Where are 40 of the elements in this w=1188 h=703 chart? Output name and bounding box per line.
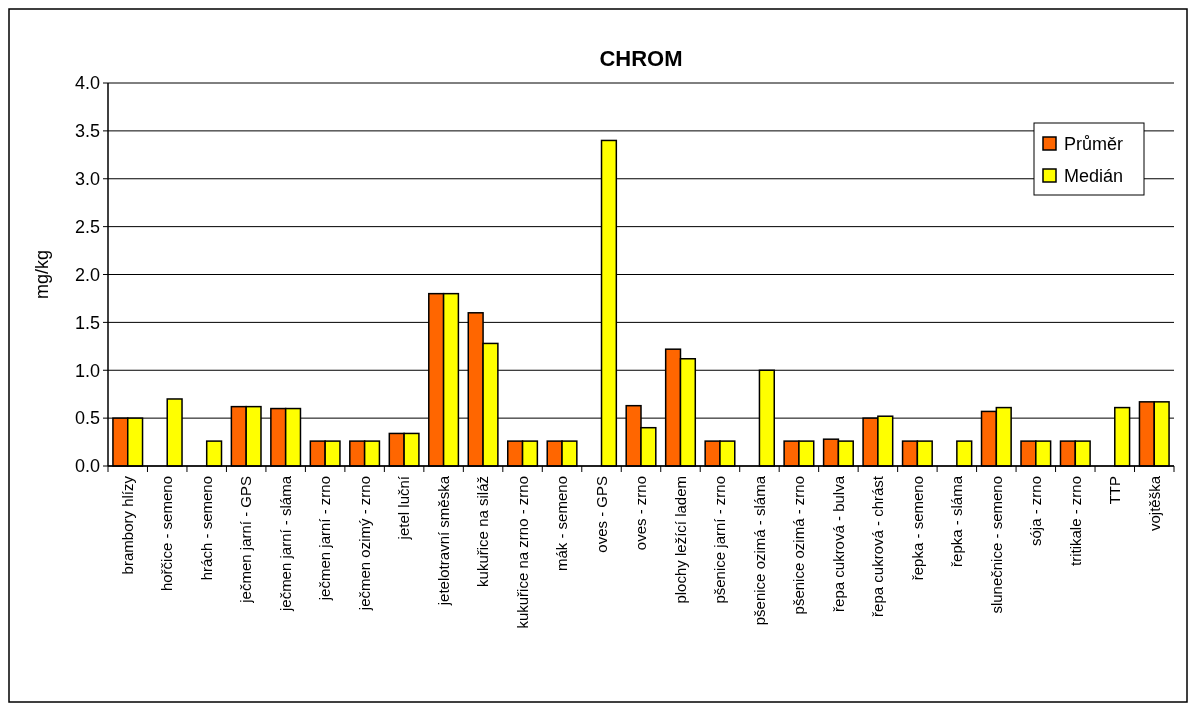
- x-tick-label: hrách - semeno: [197, 476, 215, 581]
- x-tick-label: ječmen jarní - GPS: [237, 476, 255, 604]
- x-tick-label: pšenice ozimá - zrno: [790, 476, 808, 615]
- x-tick-label: ječmen jarní - sláma: [276, 475, 294, 613]
- y-tick-label: 0.0: [74, 456, 100, 477]
- x-tick-label: vojtěška: [1145, 475, 1163, 532]
- y-axis-title: mg/kg: [32, 249, 52, 300]
- x-tick-label: plochy ležící ladem: [671, 476, 689, 604]
- y-tick-label: 0.5: [74, 408, 100, 429]
- y-tick-label: 4.0: [74, 73, 100, 94]
- x-tick-label: TTP: [1106, 476, 1124, 505]
- x-tick-label: jetel luční: [395, 475, 413, 541]
- y-tick-label: 3.5: [74, 121, 100, 142]
- x-tick-label: ječmen ozimý - zrno: [355, 476, 373, 612]
- x-tick-label: řepka - semeno: [908, 476, 926, 581]
- chart-title: CHROM: [599, 46, 683, 71]
- x-tick-label: řepa cukrová - bulva: [829, 475, 847, 612]
- x-tick-label: pšenice jarní - zrno: [711, 476, 729, 604]
- x-tick-label: řepka - sláma: [948, 475, 966, 567]
- x-tick-label: sója - zrno: [1027, 476, 1045, 547]
- x-tick-label: slunečnice - semeno: [987, 476, 1005, 614]
- y-tick-label: 1.5: [74, 312, 100, 333]
- x-tick-label: oves - zrno: [632, 476, 650, 551]
- x-tick-label: kukuřice na siláž: [474, 476, 492, 587]
- x-tick-label: tritikale - zrno: [1066, 476, 1084, 567]
- y-tick-label: 3.0: [74, 169, 100, 190]
- x-tick-label: oves - GPS: [592, 476, 610, 553]
- y-tick-label: 2.0: [74, 264, 100, 285]
- x-tick-label: brambory hlízy: [118, 475, 136, 575]
- legend-label: Průměr: [1064, 134, 1124, 155]
- x-tick-label: jetelotravní směska: [434, 475, 452, 607]
- x-tick-label: mák - semeno: [553, 476, 571, 572]
- x-tick-label: pšenice ozimá - sláma: [750, 475, 768, 626]
- y-tick-label: 1.0: [74, 360, 100, 381]
- y-tick-label: 2.5: [74, 216, 100, 237]
- x-tick-label: ječmen jarní - zrno: [316, 476, 334, 602]
- x-tick-label: řepa cukrová - chrást: [869, 475, 887, 617]
- x-tick-label: kukuřice na zrno - zrno: [513, 476, 531, 629]
- x-tick-label: hořčice - semeno: [158, 476, 176, 592]
- legend-label: Medián: [1064, 166, 1124, 187]
